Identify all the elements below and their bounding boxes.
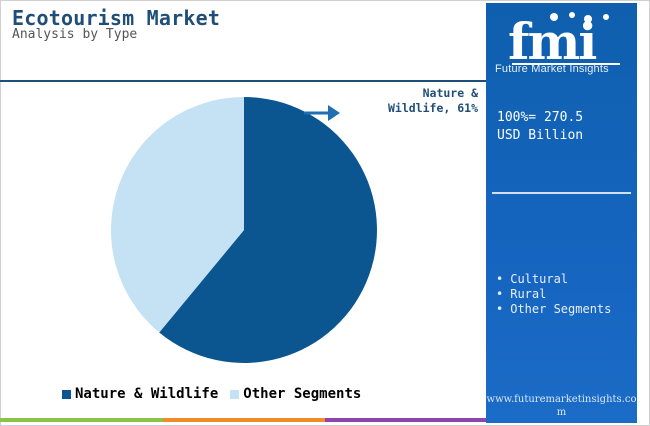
list-item: Other Segments xyxy=(496,302,611,317)
summary-panel: fmi Future Market Insights 100%= 270.5 U… xyxy=(486,3,637,423)
market-total-unit: USD Billion xyxy=(497,128,584,143)
chart-legend: Nature & Wildlife Other Segments xyxy=(62,386,373,402)
pie-slice-other-segments xyxy=(111,97,245,333)
website-link[interactable]: www.futuremarketinsights.com xyxy=(486,394,637,418)
logo-wordmark: Future Market Insights xyxy=(495,63,609,75)
other-segments-list: Cultural Rural Other Segments xyxy=(496,272,611,317)
annotation-arrow xyxy=(304,105,340,121)
legend-label: Nature & Wildlife xyxy=(75,386,219,402)
title-divider xyxy=(0,80,488,82)
slice-annotation: Nature & Wildlife, 61% xyxy=(356,86,478,116)
chart-title: Ecotourism Market xyxy=(12,6,221,30)
footer-bar-purple xyxy=(325,418,487,422)
legend-item-other-segments: Other Segments xyxy=(230,386,361,402)
annotation-line-1: Nature & xyxy=(422,86,478,100)
market-total: 100%= 270.5 USD Billion xyxy=(497,109,583,145)
legend-label: Other Segments xyxy=(243,386,362,402)
footer-bar-orange xyxy=(163,418,325,422)
list-item: Cultural xyxy=(496,272,611,287)
svg-text:fmi: fmi xyxy=(508,12,596,71)
list-item: Rural xyxy=(496,287,611,302)
market-total-value: 100%= 270.5 xyxy=(497,110,584,125)
pie-chart xyxy=(111,97,377,363)
panel-divider xyxy=(492,192,631,194)
footer-bar-green xyxy=(0,418,163,422)
legend-swatch xyxy=(62,389,71,399)
legend-item-nature-wildlife: Nature & Wildlife xyxy=(62,386,218,402)
pie-slice-nature-wildlife xyxy=(159,97,377,363)
chart-subtitle: Analysis by Type xyxy=(12,27,138,42)
annotation-line-2: Wildlife, 61% xyxy=(387,101,478,115)
fmi-logo: fmi xyxy=(508,12,620,71)
legend-swatch xyxy=(230,389,240,399)
